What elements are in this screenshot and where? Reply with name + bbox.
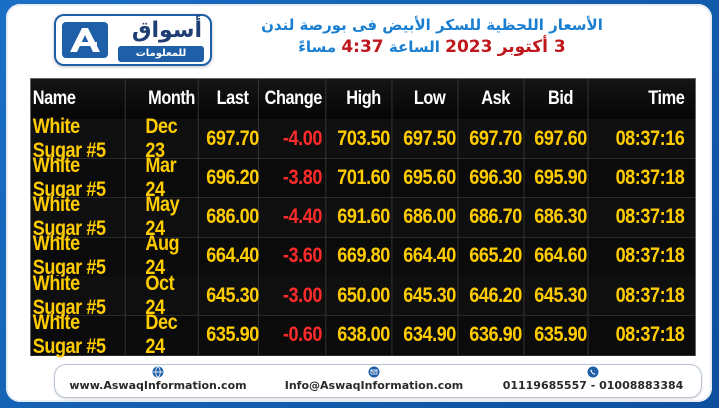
cell-ask: 686.70 bbox=[468, 197, 525, 237]
cell-high: 691.60 bbox=[336, 197, 393, 237]
cell-high: 669.80 bbox=[336, 236, 393, 276]
cell-ask: 697.70 bbox=[468, 119, 525, 158]
table-row: White Sugar #5 Oct 24 645.30 -3.00 650.00 645… bbox=[31, 272, 695, 319]
cell-month: Dec 23 bbox=[145, 115, 199, 162]
phone-icon bbox=[587, 366, 599, 378]
cell-bid: 664.60 bbox=[533, 236, 589, 276]
phone-numbers[interactable]: 01119685557 - 01008883384 bbox=[502, 379, 684, 392]
cell-last: 696.20 bbox=[206, 158, 259, 198]
cell-last: 686.00 bbox=[206, 197, 259, 237]
website-item[interactable]: www.AswaqInformation.com bbox=[63, 365, 253, 397]
prices-table: Name Month Last Change High Low Ask Bid … bbox=[30, 78, 696, 358]
table-row: White Sugar #5 Mar 24 696.20 -3.80 701.60 695… bbox=[31, 154, 695, 201]
cell-last: 664.40 bbox=[206, 236, 259, 276]
cell-time: 08:37:16 bbox=[615, 126, 685, 150]
time-period: مساءً bbox=[298, 38, 337, 56]
website-link[interactable]: www.AswaqInformation.com bbox=[69, 379, 247, 392]
cell-time: 08:37:18 bbox=[615, 165, 685, 189]
cell-month: Aug 24 bbox=[145, 232, 199, 279]
cell-ask: 696.30 bbox=[468, 158, 525, 198]
col-header-high: High bbox=[336, 79, 393, 119]
col-header-bid: Bid bbox=[533, 79, 589, 119]
cell-change: -3.80 bbox=[268, 158, 327, 198]
time-label: الساعة bbox=[388, 38, 440, 56]
cell-name: White Sugar #5 bbox=[31, 115, 126, 162]
col-header-month: Month bbox=[145, 79, 199, 119]
cell-last: 645.30 bbox=[206, 276, 259, 316]
phones-item[interactable]: 01119685557 - 01008883384 bbox=[493, 365, 693, 397]
mail-icon bbox=[368, 366, 380, 378]
cell-name: White Sugar #5 bbox=[31, 311, 126, 358]
cell-high: 638.00 bbox=[336, 315, 393, 355]
cell-time: 08:37:18 bbox=[615, 323, 685, 346]
col-header-time: Time bbox=[648, 88, 685, 109]
cell-name: White Sugar #5 bbox=[31, 193, 126, 240]
contact-footer: www.AswaqInformation.com Info@AswaqInfor… bbox=[54, 364, 702, 398]
cell-low: 686.00 bbox=[402, 197, 459, 237]
title-line-1: الأسعار اللحظية للسكر الأبيض فى بورصة لن… bbox=[261, 16, 603, 34]
cell-month: May 24 bbox=[145, 193, 199, 240]
cell-change: -4.40 bbox=[268, 197, 327, 237]
email-item[interactable]: Info@AswaqInformation.com bbox=[277, 365, 471, 397]
cell-time: 08:37:18 bbox=[615, 283, 685, 307]
cell-month: Dec 24 bbox=[145, 311, 199, 358]
report-card: أسواق للمعلومات الأسعار اللحظية للسكر ال… bbox=[6, 4, 712, 402]
table-header: Name Month Last Change High Low Ask Bid … bbox=[31, 79, 695, 120]
table-row: White Sugar #5 Dec 23 697.70 -4.00 703.50 697… bbox=[31, 115, 695, 162]
cell-high: 701.60 bbox=[336, 158, 393, 198]
aswaq-logo[interactable]: أسواق للمعلومات bbox=[54, 14, 212, 66]
cell-bid: 695.90 bbox=[533, 158, 589, 198]
cell-high: 703.50 bbox=[336, 119, 393, 158]
email-link[interactable]: Info@AswaqInformation.com bbox=[284, 379, 464, 392]
cell-change: -0.60 bbox=[268, 315, 327, 355]
cell-change: -3.00 bbox=[268, 276, 327, 316]
cell-bid: 697.60 bbox=[533, 119, 589, 158]
logo-mark-icon bbox=[62, 22, 108, 58]
col-header-ask: Ask bbox=[468, 79, 525, 119]
cell-low: 695.60 bbox=[402, 158, 459, 198]
cell-ask: 636.90 bbox=[468, 315, 525, 355]
cell-name: White Sugar #5 bbox=[31, 232, 126, 279]
cell-month: Oct 24 bbox=[145, 272, 199, 319]
title-line-2: 3 أكتوبر 2023 الساعة 4:37 مساءً bbox=[252, 36, 612, 58]
col-header-change: Change bbox=[265, 79, 327, 119]
cell-name: White Sugar #5 bbox=[31, 154, 126, 201]
cell-low: 697.50 bbox=[402, 119, 459, 158]
cell-bid: 635.90 bbox=[533, 315, 589, 355]
logo-subtitle: للمعلومات bbox=[118, 46, 204, 62]
col-header-name: Name bbox=[31, 79, 126, 119]
cell-ask: 665.20 bbox=[468, 236, 525, 276]
table-row: White Sugar #5 Dec 24 635.90 -0.60 638.00 634… bbox=[31, 311, 695, 358]
cell-bid: 686.30 bbox=[533, 197, 589, 237]
globe-icon bbox=[152, 366, 164, 378]
table-row: White Sugar #5 Aug 24 664.40 -3.60 669.80 664… bbox=[31, 232, 695, 279]
cell-time: 08:37:18 bbox=[615, 244, 685, 268]
cell-change: -4.00 bbox=[268, 119, 327, 158]
cell-bid: 645.30 bbox=[533, 276, 589, 316]
cell-ask: 646.20 bbox=[468, 276, 525, 316]
cell-name: White Sugar #5 bbox=[31, 272, 126, 319]
time-value: 4:37 bbox=[341, 37, 384, 57]
cell-low: 664.40 bbox=[402, 236, 459, 276]
col-header-low: Low bbox=[402, 79, 459, 119]
date-day-month: 3 أكتوبر bbox=[497, 37, 566, 57]
cell-high: 650.00 bbox=[336, 276, 393, 316]
cell-low: 645.30 bbox=[402, 276, 459, 316]
cell-time: 08:37:18 bbox=[615, 205, 685, 229]
cell-low: 634.90 bbox=[402, 315, 459, 355]
logo-name: أسواق bbox=[131, 18, 202, 43]
date-year: 2023 bbox=[445, 37, 493, 57]
cell-change: -3.60 bbox=[268, 236, 327, 276]
col-header-last: Last bbox=[207, 79, 259, 119]
cell-month: Mar 24 bbox=[145, 154, 199, 201]
cell-last: 635.90 bbox=[206, 315, 259, 355]
table-row: White Sugar #5 May 24 686.00 -4.40 691.60 686… bbox=[31, 193, 695, 240]
cell-last: 697.70 bbox=[206, 119, 259, 158]
page-title: الأسعار اللحظية للسكر الأبيض فى بورصة لن… bbox=[252, 14, 612, 58]
